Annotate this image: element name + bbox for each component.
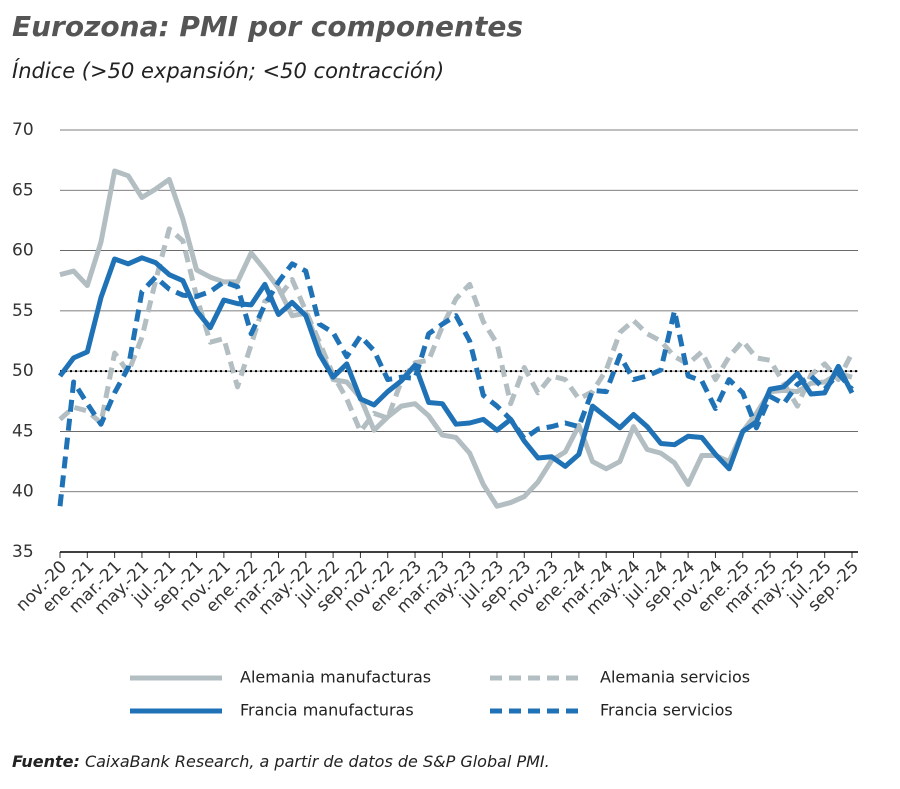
- chart-subtitle: Índice (>50 expansión; <50 contracción): [12, 58, 444, 83]
- y-tick-label: 60: [12, 241, 34, 261]
- y-tick-label: 40: [12, 482, 34, 502]
- y-tick-label: 70: [12, 120, 34, 140]
- source-text: CaixaBank Research, a partir de datos de…: [85, 752, 550, 771]
- legend-label: Francia manufacturas: [240, 701, 414, 720]
- y-tick-label: 65: [12, 180, 34, 200]
- source: Fuente: CaixaBank Research, a partir de d…: [12, 752, 550, 771]
- legend-label: Alemania servicios: [600, 668, 750, 687]
- y-tick-label: 55: [12, 301, 34, 321]
- legend-label: Francia servicios: [600, 701, 733, 720]
- y-tick-label: 50: [12, 361, 34, 381]
- source-label: Fuente:: [12, 752, 80, 771]
- series-line: [58, 255, 855, 472]
- legend-label: Alemania manufacturas: [240, 668, 431, 687]
- series-line: [58, 226, 855, 434]
- y-tick-label: 45: [12, 421, 34, 441]
- y-tick-label: 35: [12, 542, 34, 562]
- series-line: [57, 261, 854, 507]
- chart-title: Eurozona: PMI por componentes: [12, 10, 523, 43]
